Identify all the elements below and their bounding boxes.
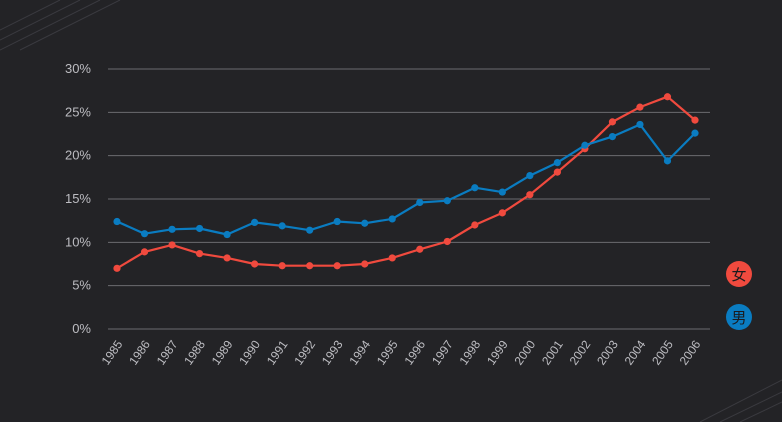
data-point[interactable] — [636, 103, 644, 111]
data-point[interactable] — [361, 260, 369, 268]
data-point[interactable] — [306, 262, 314, 270]
data-point[interactable] — [140, 248, 149, 256]
data-point[interactable] — [526, 172, 534, 180]
legend-item-male[interactable]: 男 — [726, 304, 752, 330]
y-tick-label: 25% — [65, 104, 91, 119]
data-point[interactable] — [333, 217, 341, 226]
data-point[interactable] — [278, 262, 286, 270]
data-point[interactable] — [251, 260, 259, 268]
data-point[interactable] — [251, 218, 259, 226]
x-tick-label: 1991 — [264, 337, 291, 367]
data-point[interactable] — [471, 184, 479, 192]
data-point[interactable] — [388, 215, 396, 223]
series-group — [113, 93, 699, 272]
data-point[interactable] — [278, 222, 286, 230]
data-point[interactable] — [443, 237, 451, 246]
data-point[interactable] — [553, 159, 561, 167]
data-point[interactable] — [691, 129, 699, 137]
x-tick-label: 1989 — [209, 337, 236, 367]
data-point[interactable] — [691, 116, 699, 124]
data-point[interactable] — [223, 230, 231, 239]
data-point[interactable] — [471, 221, 479, 229]
data-point[interactable] — [223, 254, 231, 262]
data-point[interactable] — [306, 226, 314, 234]
data-point[interactable] — [113, 217, 121, 226]
data-point[interactable] — [498, 209, 506, 217]
data-point[interactable] — [416, 198, 424, 207]
y-tick-label: 20% — [65, 148, 91, 163]
x-tick-label: 2003 — [594, 337, 621, 367]
x-tick-label: 2005 — [649, 337, 676, 367]
data-point[interactable] — [636, 120, 644, 129]
data-point[interactable] — [581, 141, 589, 149]
y-tick-label: 15% — [65, 191, 91, 206]
data-point[interactable] — [195, 250, 204, 258]
x-tick-label: 1987 — [154, 337, 181, 367]
gridlines — [108, 68, 710, 330]
x-tick-label: 1992 — [291, 337, 318, 367]
x-tick-label: 2000 — [512, 337, 539, 367]
x-tick-label: 2002 — [567, 337, 594, 367]
data-point[interactable] — [388, 254, 396, 262]
data-point[interactable] — [498, 188, 506, 196]
data-point[interactable] — [168, 241, 176, 249]
data-point[interactable] — [663, 157, 672, 165]
legend-label-male: 男 — [731, 308, 747, 327]
x-axis-ticks: 1985 1986 1987 1988 1989 1990 1991 1992 1993 1994… — [99, 337, 704, 367]
data-point[interactable] — [663, 93, 672, 101]
y-axis-ticks: 0% 5% 10% 15% 20% 25% 30% — [65, 61, 91, 336]
x-tick-label: 2004 — [622, 337, 649, 367]
x-tick-label: 2006 — [677, 337, 704, 367]
data-point[interactable] — [608, 118, 617, 126]
x-tick-label: 2001 — [539, 337, 566, 367]
x-tick-label: 1999 — [484, 337, 511, 367]
x-tick-label: 1990 — [236, 337, 263, 367]
y-tick-label: 10% — [65, 234, 91, 249]
data-point[interactable] — [526, 191, 534, 199]
data-point[interactable] — [195, 224, 204, 233]
series-line-1 — [116, 123, 696, 236]
y-tick-label: 0% — [72, 321, 91, 336]
y-tick-label: 5% — [72, 278, 91, 293]
data-point[interactable] — [140, 230, 149, 238]
x-tick-label: 1988 — [181, 337, 208, 367]
data-point[interactable] — [361, 219, 369, 227]
x-tick-label: 1997 — [429, 337, 456, 367]
x-tick-label: 1995 — [374, 337, 401, 367]
data-point[interactable] — [608, 133, 617, 141]
data-point[interactable] — [416, 245, 424, 253]
legend-item-female[interactable]: 女 — [726, 261, 752, 287]
x-tick-label: 1986 — [126, 337, 153, 367]
data-point[interactable] — [333, 262, 341, 270]
x-tick-label: 1994 — [346, 337, 373, 367]
x-tick-label: 1998 — [456, 337, 483, 367]
y-tick-label: 30% — [65, 61, 91, 76]
series-line-0 — [116, 95, 696, 270]
x-tick-label: 1985 — [99, 337, 126, 367]
x-tick-label: 1993 — [319, 337, 346, 367]
legend-label-female: 女 — [731, 265, 747, 284]
x-tick-label: 1996 — [401, 337, 428, 367]
data-point[interactable] — [553, 168, 561, 176]
data-point[interactable] — [113, 264, 121, 272]
data-point[interactable] — [443, 197, 451, 205]
data-point[interactable] — [168, 225, 176, 233]
